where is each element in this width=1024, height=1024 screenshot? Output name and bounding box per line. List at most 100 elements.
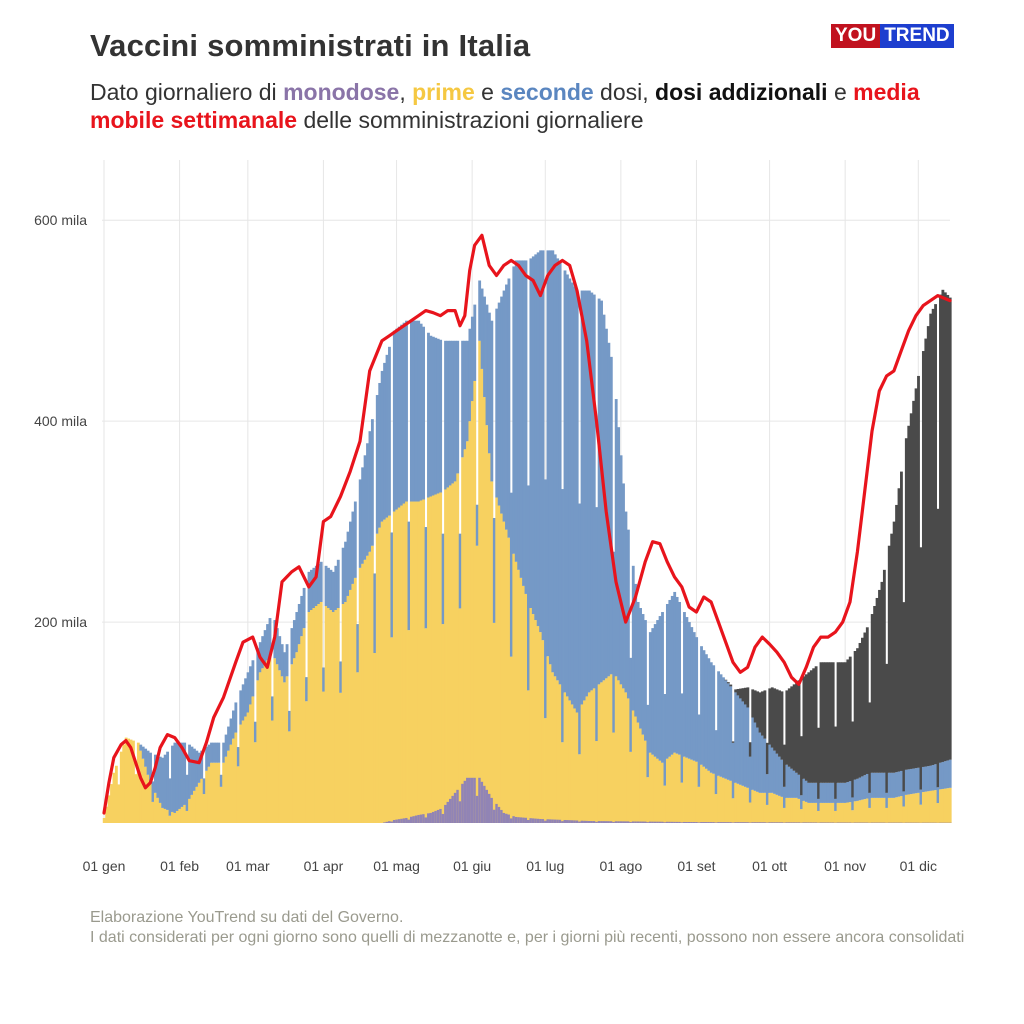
bar-addizionali xyxy=(834,726,838,799)
bar-prime xyxy=(921,792,925,823)
bar-seconde xyxy=(587,290,591,693)
bar-prime xyxy=(412,501,416,823)
bar-seconde xyxy=(787,766,791,798)
bar-seconde xyxy=(514,260,518,562)
bar-prime xyxy=(156,797,160,823)
bar-monodose xyxy=(804,822,808,823)
bar-prime xyxy=(110,784,113,823)
bar-monodose xyxy=(695,822,699,823)
bar-seconde xyxy=(924,766,928,792)
subtitle-part-e: e xyxy=(474,79,501,105)
bar-seconde xyxy=(692,632,696,761)
bar-prime xyxy=(334,610,338,823)
bar-addizionali xyxy=(741,688,745,702)
bar-prime xyxy=(202,794,206,823)
bar-monodose xyxy=(653,821,657,823)
bar-prime xyxy=(741,785,745,823)
bar-monodose xyxy=(631,821,635,823)
bar-prime xyxy=(283,682,287,823)
bar-monodose xyxy=(678,821,681,823)
bar-prime xyxy=(926,791,930,823)
bar-prime xyxy=(266,660,269,823)
bar-prime xyxy=(597,684,601,823)
bar-monodose xyxy=(831,822,835,823)
bar-prime xyxy=(885,807,889,823)
bar-seconde xyxy=(517,260,521,570)
bar-prime xyxy=(712,773,716,823)
bar-monodose xyxy=(392,819,396,823)
bar-prime xyxy=(497,505,501,823)
bar-monodose xyxy=(644,821,647,823)
bar-prime xyxy=(346,595,350,823)
bar-seconde xyxy=(153,754,157,793)
bar-addizionali xyxy=(848,656,852,782)
bar-seconde xyxy=(575,290,579,713)
bar-seconde xyxy=(500,296,504,514)
bar-seconde xyxy=(665,603,669,759)
bar-prime xyxy=(507,537,511,823)
bar-prime xyxy=(178,808,182,823)
bar-addizionali xyxy=(761,691,764,736)
bar-prime xyxy=(590,690,594,823)
bar-seconde xyxy=(892,772,896,798)
bar-monodose xyxy=(812,822,816,823)
bar-monodose xyxy=(522,817,525,823)
bar-addizionali xyxy=(902,602,906,792)
bar-monodose xyxy=(470,777,474,823)
bar-prime xyxy=(234,732,238,823)
bar-prime xyxy=(848,802,852,823)
bar-addizionali xyxy=(829,662,833,783)
bar-prime xyxy=(151,801,155,823)
bar-prime xyxy=(609,674,613,823)
bar-prime xyxy=(258,672,262,823)
bar-seconde xyxy=(495,308,499,498)
bar-prime xyxy=(361,563,365,823)
bar-prime xyxy=(797,798,801,823)
bar-seconde xyxy=(534,254,538,621)
bar-seconde xyxy=(278,636,282,671)
bar-seconde xyxy=(761,735,764,793)
bar-seconde xyxy=(831,782,835,803)
bar-seconde xyxy=(441,533,445,625)
bar-addizionali xyxy=(831,662,835,783)
bar-monodose xyxy=(544,820,547,823)
bar-seconde xyxy=(463,340,467,450)
bar-prime xyxy=(544,718,547,823)
bar-prime xyxy=(297,644,301,823)
bar-prime xyxy=(792,797,796,823)
bar-seconde xyxy=(566,274,569,697)
bar-seconde xyxy=(680,693,684,783)
bar-seconde xyxy=(217,742,221,763)
bar-seconde xyxy=(271,696,274,721)
bar-seconde xyxy=(919,789,923,805)
bar-seconde xyxy=(702,650,706,767)
bar-seconde xyxy=(487,312,491,454)
bar-prime xyxy=(524,593,528,823)
bar-seconde xyxy=(366,443,369,556)
bar-prime xyxy=(561,742,564,823)
bar-prime xyxy=(563,692,567,823)
bar-monodose xyxy=(427,813,430,823)
bar-addizionali xyxy=(919,547,923,790)
bar-seconde xyxy=(648,632,652,753)
bar-seconde xyxy=(541,250,545,641)
bar-prime xyxy=(687,758,691,823)
bar-seconde xyxy=(383,362,386,520)
bar-seconde xyxy=(512,266,516,554)
bar-addizionali xyxy=(880,581,884,773)
bar-prime xyxy=(614,676,618,823)
bar-prime xyxy=(380,521,384,823)
bar-prime xyxy=(902,806,906,823)
bar-prime xyxy=(639,728,642,823)
bar-addizionali xyxy=(780,691,784,760)
bar-seconde xyxy=(639,608,642,729)
bar-prime xyxy=(534,620,538,823)
bar-prime xyxy=(475,545,479,823)
bar-monodose xyxy=(700,822,703,823)
bar-prime xyxy=(653,756,657,823)
bar-prime xyxy=(566,696,569,823)
bar-prime xyxy=(873,797,877,823)
bar-seconde xyxy=(780,759,784,797)
bar-prime xyxy=(241,720,245,823)
bar-prime xyxy=(583,700,586,823)
